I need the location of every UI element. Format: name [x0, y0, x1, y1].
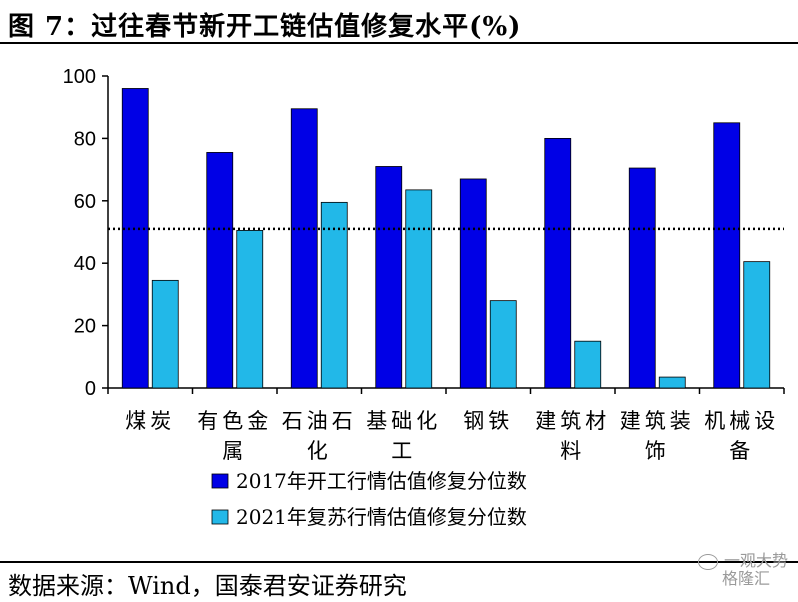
bar-2021	[151, 279, 179, 389]
category-label: 化	[307, 439, 332, 463]
bar-2017	[206, 152, 234, 389]
legend-label: 2021年复苏行情估值修复分位数	[236, 505, 527, 529]
category-label: 饰	[645, 439, 670, 463]
category-label: 料	[560, 439, 585, 463]
legend-swatch	[211, 509, 229, 525]
source-divider	[0, 561, 798, 563]
bar-2021	[489, 300, 517, 389]
y-tick-label: 40	[74, 253, 96, 275]
bar-2017	[290, 108, 318, 389]
category-label: 属	[222, 439, 247, 463]
y-tick-label: 100	[63, 66, 96, 88]
category-label: 煤炭	[125, 409, 175, 433]
bar-2021	[236, 230, 264, 389]
bar-2017	[628, 167, 656, 389]
wechat-icon	[697, 553, 718, 570]
bar-2021	[320, 201, 348, 389]
category-label: 机械设	[704, 409, 779, 433]
bar-2017	[121, 88, 149, 389]
watermark: 一观大势 格隆汇	[697, 551, 788, 588]
y-tick-label: 80	[74, 128, 96, 150]
category-label: 工	[391, 439, 416, 463]
y-tick-label: 0	[85, 378, 96, 400]
category-label: 备	[729, 439, 754, 463]
bar-2021	[574, 340, 602, 389]
watermark-line2: 格隆汇	[721, 569, 770, 588]
bar-2021	[658, 376, 686, 389]
category-label: 钢铁	[463, 409, 513, 433]
category-label: 有色金	[197, 409, 272, 433]
bar-2017	[459, 178, 487, 389]
watermark-line1: 一观大势	[723, 551, 788, 570]
bar-2017	[713, 122, 741, 389]
bar-2017	[544, 137, 572, 389]
legend-swatch	[211, 473, 229, 489]
category-label: 石油石	[282, 409, 357, 433]
category-label: 建筑装	[620, 409, 695, 433]
bar-2017	[375, 166, 403, 389]
y-tick-label: 60	[74, 191, 96, 213]
y-tick-label: 20	[74, 316, 96, 338]
category-label: 建筑材	[535, 409, 610, 433]
legend-label: 2017年开工行情估值修复分位数	[236, 469, 527, 493]
title-divider	[0, 42, 798, 44]
chart-title: 图 7：过往春节新开工链估值修复水平(%)	[8, 12, 522, 42]
bar-2021	[405, 189, 433, 389]
bar-2021	[743, 261, 771, 389]
category-label: 基础化	[366, 409, 441, 433]
source-note: 数据来源：Wind，国泰君安证券研究	[8, 572, 407, 600]
